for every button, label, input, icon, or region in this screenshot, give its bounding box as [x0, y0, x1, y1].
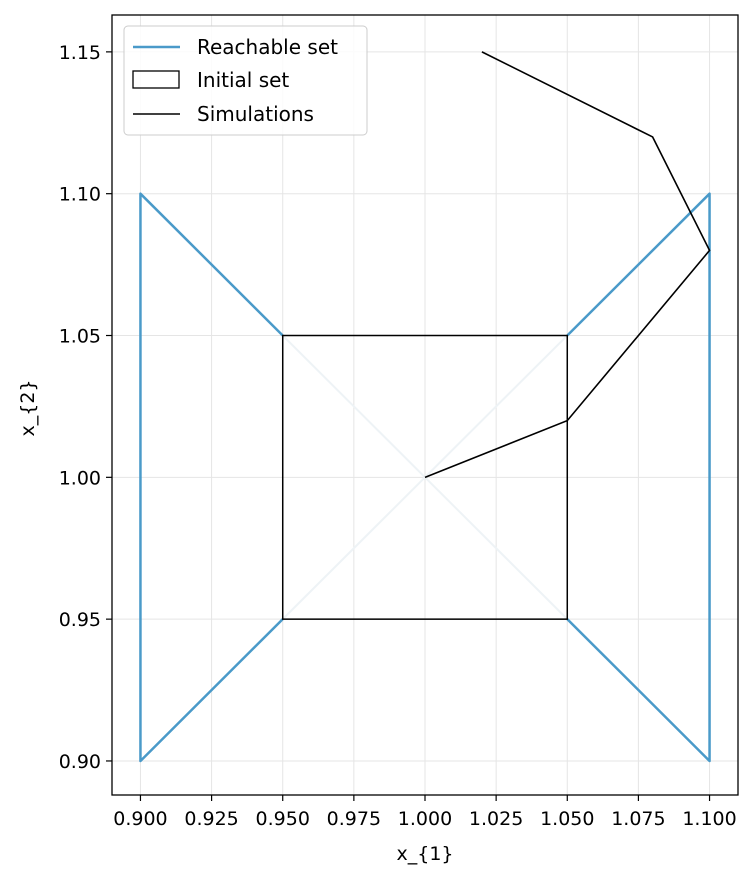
y-tick-label: 0.95 — [59, 609, 101, 631]
x-axis: 0.900 0.925 0.950 0.975 1.000 1.025 1.050 1.075… — [113, 795, 737, 830]
y-axis: 0.90 0.95 1.00 1.05 1.10 1.15 — [59, 42, 112, 773]
legend-marker-initial — [132, 70, 180, 89]
reachable-set-segment — [139, 192, 284, 763]
y-tick-label: 1.05 — [59, 326, 101, 348]
x-tick-label: 1.025 — [469, 808, 523, 830]
plot-marks — [139, 51, 711, 763]
y-tick-label: 1.15 — [59, 42, 101, 64]
legend: Reachable set Initial set Simulations — [123, 25, 368, 136]
y-tick-label: 1.10 — [59, 184, 101, 206]
x-tick-label: 1.050 — [540, 808, 594, 830]
x-tick-label: 1.075 — [611, 808, 665, 830]
y-tick-label: 1.00 — [59, 467, 101, 489]
legend-label-reachable: Reachable set — [197, 35, 338, 59]
x-tick-label: 1.100 — [682, 808, 736, 830]
simulation-trajectory — [424, 51, 711, 479]
x-tick-label: 0.975 — [327, 808, 381, 830]
y-tick-label: 0.90 — [59, 751, 101, 773]
x-axis-label: x_{1} — [396, 843, 453, 865]
legend-label-simulations: Simulations — [197, 102, 314, 126]
y-axis-label: x_{2} — [17, 379, 39, 436]
reachable-set-segment — [566, 192, 711, 763]
x-tick-label: 0.900 — [113, 808, 167, 830]
legend-frame — [123, 25, 368, 136]
x-tick-label: 0.950 — [256, 808, 310, 830]
x-tick-label: 1.000 — [398, 808, 452, 830]
x-tick-label: 0.925 — [184, 808, 238, 830]
legend-label-initial: Initial set — [197, 68, 289, 92]
initial-set-box — [281, 334, 569, 620]
